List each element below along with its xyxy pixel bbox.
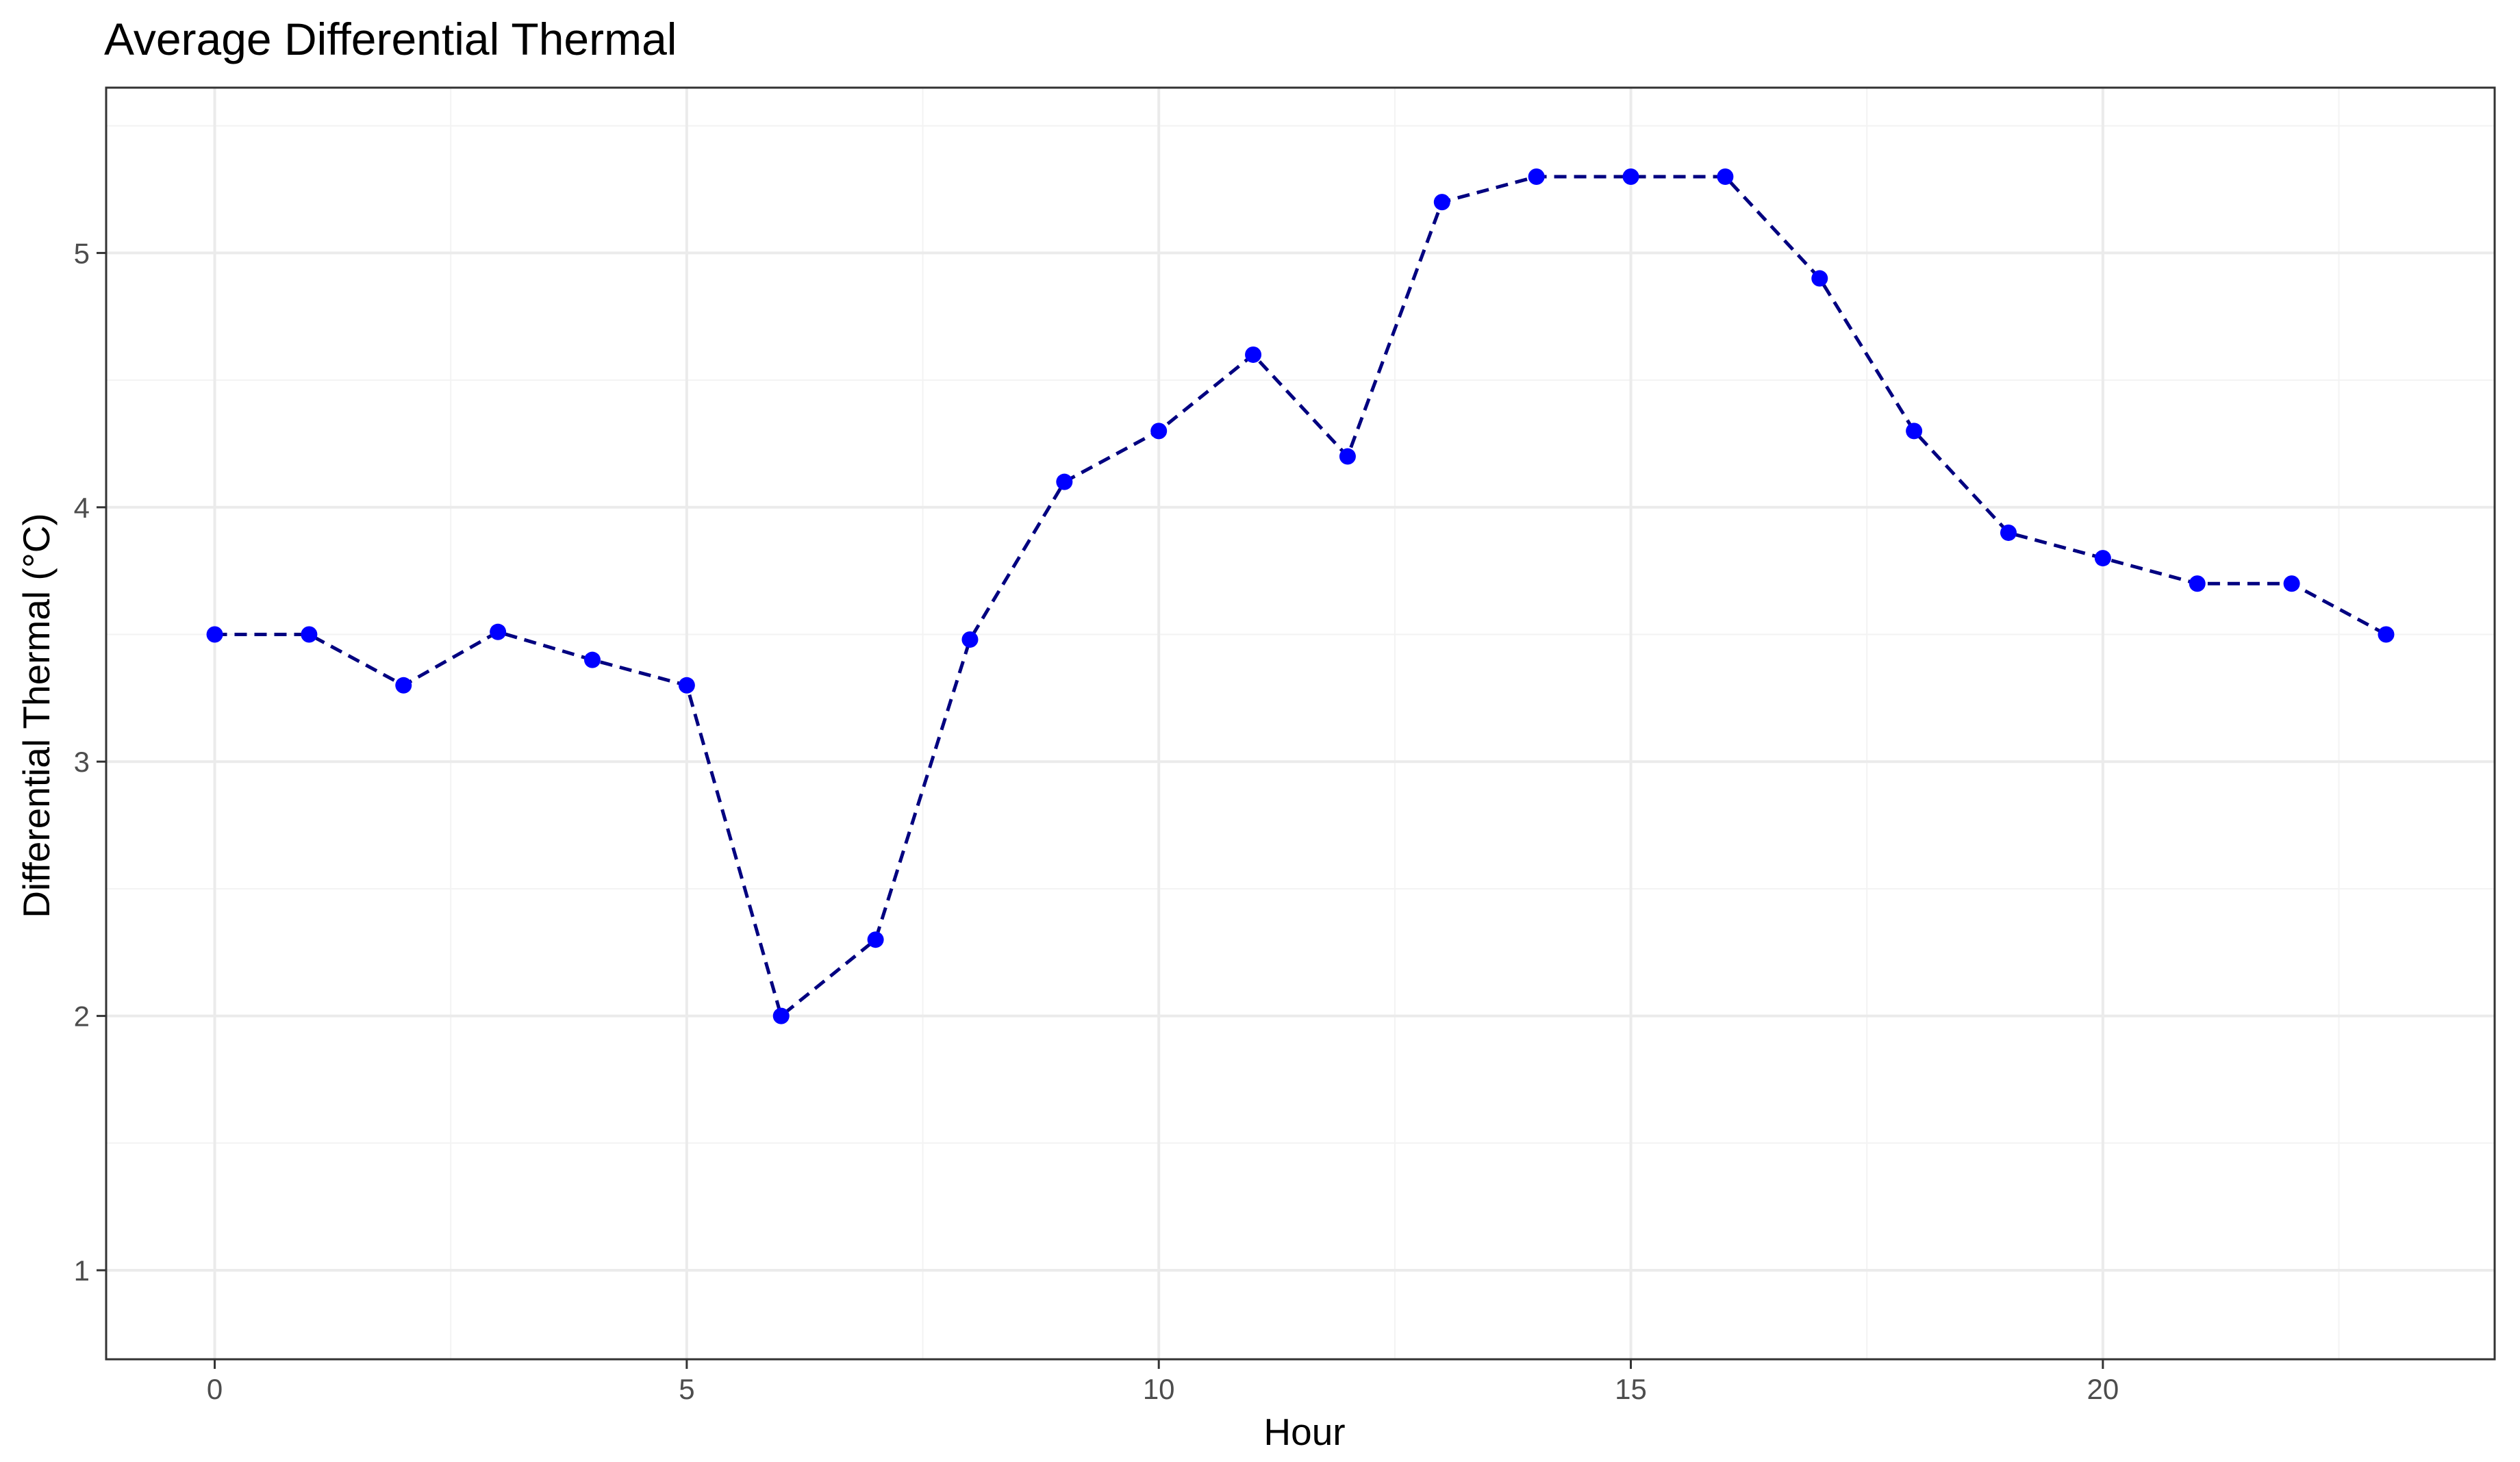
data-point bbox=[490, 623, 507, 640]
series-layer bbox=[206, 168, 2395, 1024]
data-point bbox=[678, 677, 695, 694]
data-point bbox=[2283, 575, 2300, 592]
data-point bbox=[772, 1007, 790, 1024]
y-tick-label: 5 bbox=[74, 237, 90, 269]
x-tick-label: 0 bbox=[207, 1373, 223, 1405]
x-tick-label: 20 bbox=[2087, 1373, 2119, 1405]
plot-panel-border bbox=[105, 86, 2496, 1361]
x-axis-title: Hour bbox=[1263, 1411, 1345, 1453]
data-point bbox=[1811, 270, 1828, 287]
data-point bbox=[2189, 575, 2206, 592]
data-point bbox=[1150, 423, 1168, 440]
axis-ticks: 0 5 10 15 20 1 2 3 4 5 bbox=[74, 237, 2119, 1405]
data-point bbox=[2094, 550, 2111, 567]
data-point bbox=[1056, 473, 1073, 490]
y-tick-label: 3 bbox=[74, 746, 90, 778]
y-tick-label: 2 bbox=[74, 1000, 90, 1033]
y-axis-title: Differential Thermal (°C) bbox=[15, 513, 58, 918]
data-point bbox=[1433, 194, 1450, 211]
data-point bbox=[2000, 524, 2017, 541]
data-point bbox=[1906, 423, 1923, 440]
y-tick-label: 4 bbox=[74, 492, 90, 524]
data-point bbox=[1528, 168, 1545, 185]
data-point bbox=[584, 651, 601, 668]
data-point bbox=[1339, 448, 1356, 465]
data-point bbox=[1717, 168, 1734, 185]
data-point bbox=[1245, 346, 1262, 363]
chart-title: Average Differential Thermal bbox=[104, 14, 677, 64]
data-point bbox=[1622, 168, 1639, 185]
x-tick-label: 15 bbox=[1615, 1373, 1647, 1405]
data-point bbox=[867, 931, 884, 948]
data-point bbox=[301, 626, 318, 643]
y-tick-label: 1 bbox=[74, 1255, 90, 1287]
series-line bbox=[214, 175, 2387, 1019]
data-point bbox=[2378, 626, 2395, 643]
data-point bbox=[961, 631, 979, 648]
x-tick-label: 5 bbox=[679, 1373, 694, 1405]
data-point bbox=[206, 626, 223, 643]
x-tick-label: 10 bbox=[1143, 1373, 1175, 1405]
grid-lines bbox=[106, 88, 2495, 1359]
data-point bbox=[395, 677, 412, 694]
